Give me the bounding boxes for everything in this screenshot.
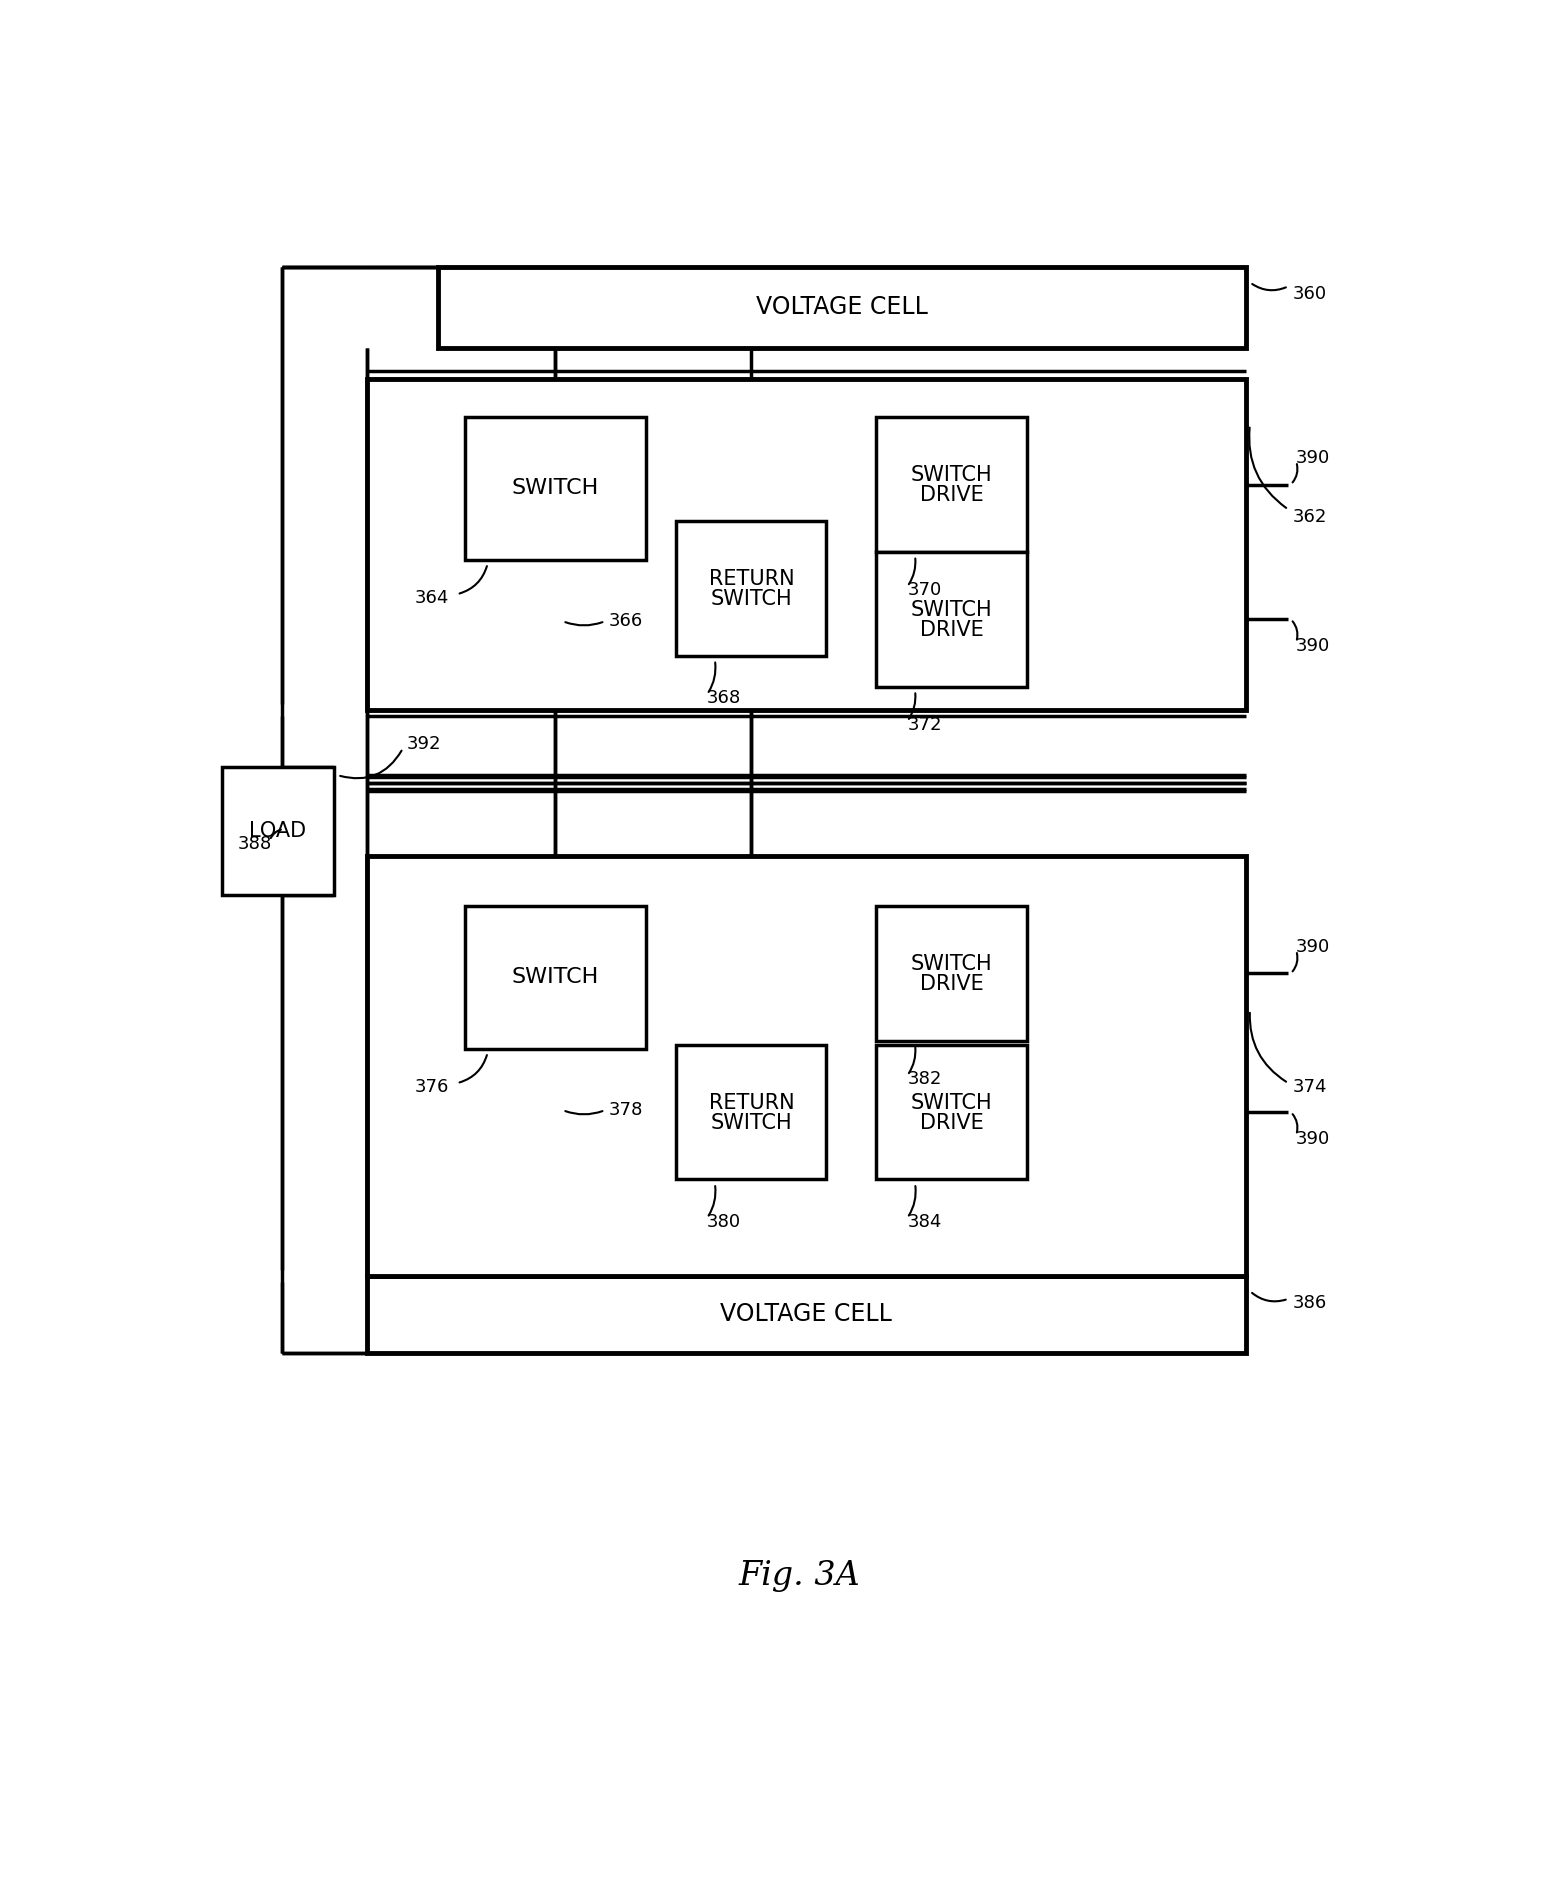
- Bar: [222, 767, 334, 895]
- Text: 374: 374: [1292, 1078, 1328, 1097]
- Text: 370: 370: [908, 581, 942, 600]
- Text: 380: 380: [707, 1213, 741, 1230]
- Text: 372: 372: [908, 716, 942, 735]
- Text: DRIVE: DRIVE: [920, 975, 983, 994]
- Bar: [877, 906, 1026, 1041]
- Text: 386: 386: [1292, 1293, 1326, 1312]
- Text: VOLTAGE CELL: VOLTAGE CELL: [721, 1302, 892, 1327]
- Text: VOLTAGE CELL: VOLTAGE CELL: [757, 295, 928, 320]
- Bar: [465, 906, 646, 1049]
- Text: SWITCH: SWITCH: [911, 1093, 992, 1112]
- Bar: [877, 552, 1026, 687]
- Text: 390: 390: [1296, 1129, 1331, 1148]
- Text: 390: 390: [1296, 638, 1331, 655]
- Text: 390: 390: [1296, 937, 1331, 956]
- Text: LOAD: LOAD: [250, 821, 306, 842]
- Text: 366: 366: [608, 613, 643, 630]
- Bar: [367, 379, 1246, 710]
- Text: SWITCH: SWITCH: [911, 600, 992, 621]
- Bar: [367, 1276, 1246, 1352]
- Text: RETURN: RETURN: [708, 569, 794, 588]
- Text: Fig. 3A: Fig. 3A: [738, 1559, 861, 1592]
- Bar: [367, 857, 1246, 1276]
- Bar: [677, 522, 827, 655]
- Bar: [438, 267, 1246, 348]
- Text: SWITCH: SWITCH: [710, 588, 792, 609]
- Text: DRIVE: DRIVE: [920, 621, 983, 640]
- Bar: [465, 417, 646, 560]
- Text: 390: 390: [1296, 449, 1331, 466]
- Text: 376: 376: [415, 1078, 449, 1097]
- Text: SWITCH: SWITCH: [710, 1112, 792, 1133]
- Text: 364: 364: [415, 588, 449, 607]
- Text: 378: 378: [608, 1101, 643, 1120]
- Text: 360: 360: [1292, 286, 1326, 303]
- Text: DRIVE: DRIVE: [920, 1112, 983, 1133]
- Text: 392: 392: [407, 735, 441, 754]
- Text: 388: 388: [237, 836, 271, 853]
- Text: 362: 362: [1292, 508, 1326, 526]
- Bar: [677, 1045, 827, 1179]
- Text: SWITCH: SWITCH: [911, 465, 992, 486]
- Text: SWITCH: SWITCH: [512, 967, 599, 988]
- Text: 382: 382: [908, 1070, 942, 1089]
- Text: SWITCH: SWITCH: [512, 478, 599, 499]
- Text: 384: 384: [908, 1213, 942, 1230]
- Text: DRIVE: DRIVE: [920, 486, 983, 505]
- Bar: [877, 417, 1026, 552]
- Text: SWITCH: SWITCH: [911, 954, 992, 975]
- Text: RETURN: RETURN: [708, 1093, 794, 1112]
- Text: 368: 368: [707, 689, 741, 706]
- Bar: [877, 1045, 1026, 1179]
